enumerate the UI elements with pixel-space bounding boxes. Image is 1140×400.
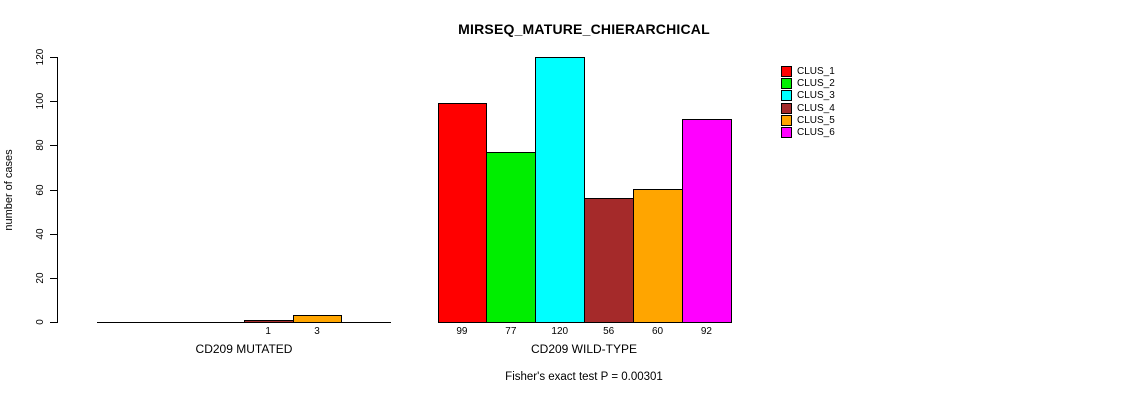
y-tick-label: 120 [35,48,46,66]
legend-item-clus_6: CLUS_6 [781,127,835,139]
legend-label: CLUS_3 [797,90,835,102]
legend-label: CLUS_5 [797,114,835,126]
x-group-label-mutated: CD209 MUTATED [195,342,293,356]
bar-clus_5 [292,315,343,323]
bar-clus_4 [243,320,294,323]
y-tick-label: 80 [35,139,46,151]
legend-item-clus_2: CLUS_2 [781,77,835,89]
bar-clus_2-zero [145,322,196,323]
legend-label: CLUS_1 [797,65,835,77]
y-tick [50,145,57,146]
bar-clus_1 [437,103,488,323]
y-tick [50,322,57,323]
y-tick [50,190,57,191]
legend-item-clus_3: CLUS_3 [781,90,835,102]
legend-swatch-clus_1 [781,65,792,77]
bar-value-label: 92 [700,326,712,337]
y-tick [50,57,57,58]
y-tick-label: 100 [35,92,46,110]
bar-clus_1-zero [97,322,147,323]
bar-value-label: 60 [651,326,664,337]
bar-value-label: 77 [505,326,517,337]
y-tick-label: 0 [35,319,46,325]
y-tick-label: 40 [35,228,46,240]
legend-swatch-clus_3 [781,90,792,102]
y-axis-line [57,57,58,323]
y-tick [50,278,57,279]
x-group-label-wild-type: CD209 WILD-TYPE [530,342,638,356]
legend-swatch-clus_6 [781,127,792,139]
fisher-test-note: Fisher's exact test P = 0.00301 [505,371,663,383]
y-tick [50,234,57,235]
legend-swatch-clus_2 [781,77,792,89]
y-tick-label: 20 [35,272,46,284]
chart-title: MIRSEQ_MATURE_CHIERARCHICAL [458,21,710,37]
bar-clus_6 [682,119,732,323]
legend-swatch-clus_5 [781,114,792,126]
bar-clus_3-zero [194,322,245,323]
legend-item-clus_5: CLUS_5 [781,114,835,126]
bar-value-label: 99 [456,326,468,337]
bar-clus_4 [584,198,635,323]
bar-value-label: 120 [551,326,569,337]
bar-value-label: 1 [265,326,271,337]
legend-label: CLUS_4 [797,102,835,114]
bar-clus_3 [535,57,586,323]
bar-clus_2 [486,152,537,323]
bar-value-label: 3 [314,326,320,337]
bar-clus_6-zero [341,322,392,323]
legend-label: CLUS_6 [797,127,835,139]
legend-item-clus_4: CLUS_4 [781,102,835,114]
legend-swatch-clus_4 [781,102,792,114]
bar-value-label: 56 [603,326,615,337]
y-tick [50,101,57,102]
legend-item-clus_1: CLUS_1 [781,65,835,77]
legend-label: CLUS_2 [797,77,835,89]
legend: CLUS_1 CLUS_2 CLUS_3 CLUS_4 CLUS_5 CLUS_6 [781,65,835,139]
y-tick-label: 60 [35,184,46,196]
bar-clus_5 [633,189,683,323]
